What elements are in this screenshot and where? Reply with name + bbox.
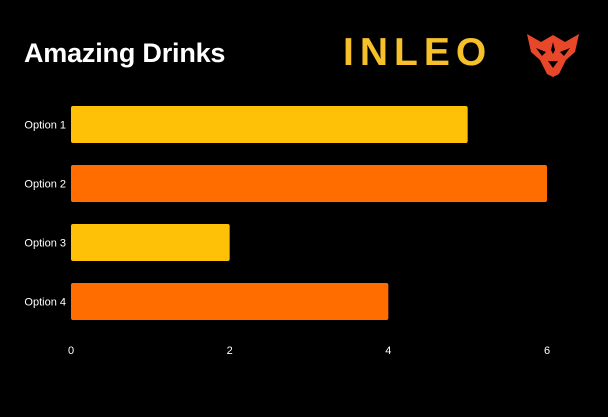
bar-option-1 [71, 106, 468, 143]
x-tick-label: 4 [385, 345, 391, 357]
x-tick-label: 6 [544, 345, 550, 357]
category-label: Option 1 [24, 120, 66, 132]
chart-title: Amazing Drinks [24, 38, 226, 68]
category-label: Option 3 [24, 238, 66, 250]
bar-option-3 [71, 224, 230, 261]
category-label: Option 2 [24, 179, 66, 191]
bar-option-4 [71, 283, 389, 320]
lion-logo-icon [527, 34, 579, 77]
bar-option-2 [71, 165, 547, 202]
x-tick-label: 2 [227, 345, 233, 357]
category-label: Option 4 [24, 297, 66, 309]
inleo-logo-wordmark: INLEO [343, 31, 493, 74]
x-tick-label: 0 [68, 345, 74, 357]
